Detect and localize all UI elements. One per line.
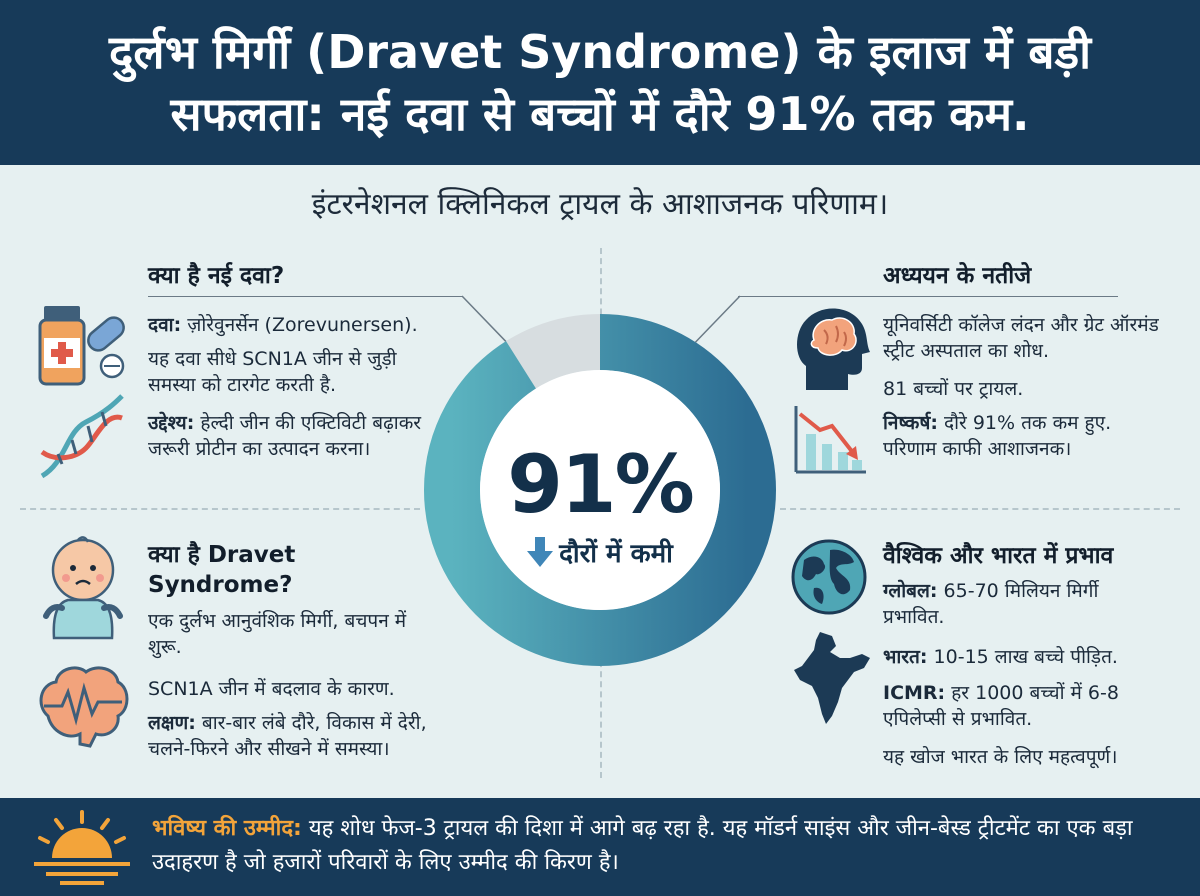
footer-body: यह शोध फेज-3 ट्रायल की दिशा में आगे बढ़ … xyxy=(152,816,1133,875)
down-arrow-icon xyxy=(527,537,554,567)
drug-title-underline xyxy=(148,296,463,297)
globe-icon xyxy=(791,539,867,615)
header-banner: दुर्लभ मिर्गी (Dravet Syndrome) के इलाज … xyxy=(0,0,1200,165)
brain-wave-icon xyxy=(39,666,129,748)
dravet-section-title: क्या है Dravet Syndrome? xyxy=(148,542,296,598)
footer-text: भविष्य की उम्मीद: यह शोध फेज-3 ट्रायल की… xyxy=(152,812,1182,880)
dravet-description: एक दुर्लभ आनुवंशिक मिर्गी, बचपन में शुरू… xyxy=(148,610,407,658)
baby-icon xyxy=(43,536,123,640)
center-percent: 91% xyxy=(507,438,694,531)
head-brain-icon xyxy=(797,308,870,390)
results-conclusion: निष्कर्ष: दौरे 91% तक कम हुए. परिणाम काफ… xyxy=(883,412,1112,460)
results-participants: 81 बच्चों पर ट्रायल. xyxy=(883,378,1024,400)
dravet-symptoms: लक्षण: बार-बार लंबे दौरे, विकास में देरी… xyxy=(148,712,427,760)
footer-banner xyxy=(0,798,1200,896)
results-section-title: अध्ययन के नतीजे xyxy=(883,263,1032,289)
page-title: दुर्लभ मिर्गी (Dravet Syndrome) के इलाज … xyxy=(109,21,1091,145)
impact-global: ग्लोबल: 65-70 मिलियन मिर्गी प्रभावित. xyxy=(883,580,1099,628)
center-label: दौरों में कमी xyxy=(559,539,673,569)
right-divider xyxy=(780,508,1180,510)
title-line-2: सफलता: नई दवा से बच्चों में दौरे 91% तक … xyxy=(170,86,1030,141)
drug-description: यह दवा सीधे SCN1A जीन से जुड़ी समस्या को… xyxy=(148,348,397,396)
impact-icmr: ICMR: हर 1000 बच्चों में 6-8 एपिलेप्सी स… xyxy=(883,682,1119,730)
pill-icon xyxy=(87,316,125,352)
impact-india: भारत: 10-15 लाख बच्चे पीड़ित. xyxy=(883,646,1118,668)
impact-section-title: वैश्विक और भारत में प्रभाव xyxy=(883,543,1114,569)
subtitle: इंटरनेशनल क्लिनिकल ट्रायल के आशाजनक परिण… xyxy=(311,187,889,222)
left-divider xyxy=(20,508,420,510)
reduction-ring xyxy=(424,314,776,666)
drug-name: दवा: ज़ोरेवुनर्सेन (Zorevunersen). xyxy=(148,314,418,336)
footer-label: भविष्य की उम्मीद: xyxy=(152,816,302,841)
ring-progress-arc xyxy=(424,314,776,666)
drug-purpose: उद्देश्य: हेल्दी जीन की एक्टिविटी बढ़ाकर… xyxy=(148,412,422,460)
medicine-bottle-icon xyxy=(38,306,125,386)
drug-section-title: क्या है नई दवा? xyxy=(148,263,285,289)
impact-note: यह खोज भारत के लिए महत्वपूर्ण। xyxy=(883,746,1118,768)
sunrise-icon xyxy=(34,810,130,885)
results-institutions: यूनिवर्सिटी कॉलेज लंदन और ग्रेट ऑरमंड स्… xyxy=(883,314,1159,362)
results-title-underline xyxy=(738,296,1118,297)
declining-chart-icon xyxy=(794,406,866,474)
center-stat: 91% दौरों में कमी xyxy=(445,440,755,570)
india-map-icon xyxy=(794,632,870,724)
dna-icon xyxy=(40,394,124,479)
title-line-1: दुर्लभ मिर्गी (Dravet Syndrome) के इलाज … xyxy=(108,24,1092,79)
center-label-row: दौरों में कमी xyxy=(445,534,755,570)
dravet-cause: SCN1A जीन में बदलाव के कारण. xyxy=(148,678,395,700)
